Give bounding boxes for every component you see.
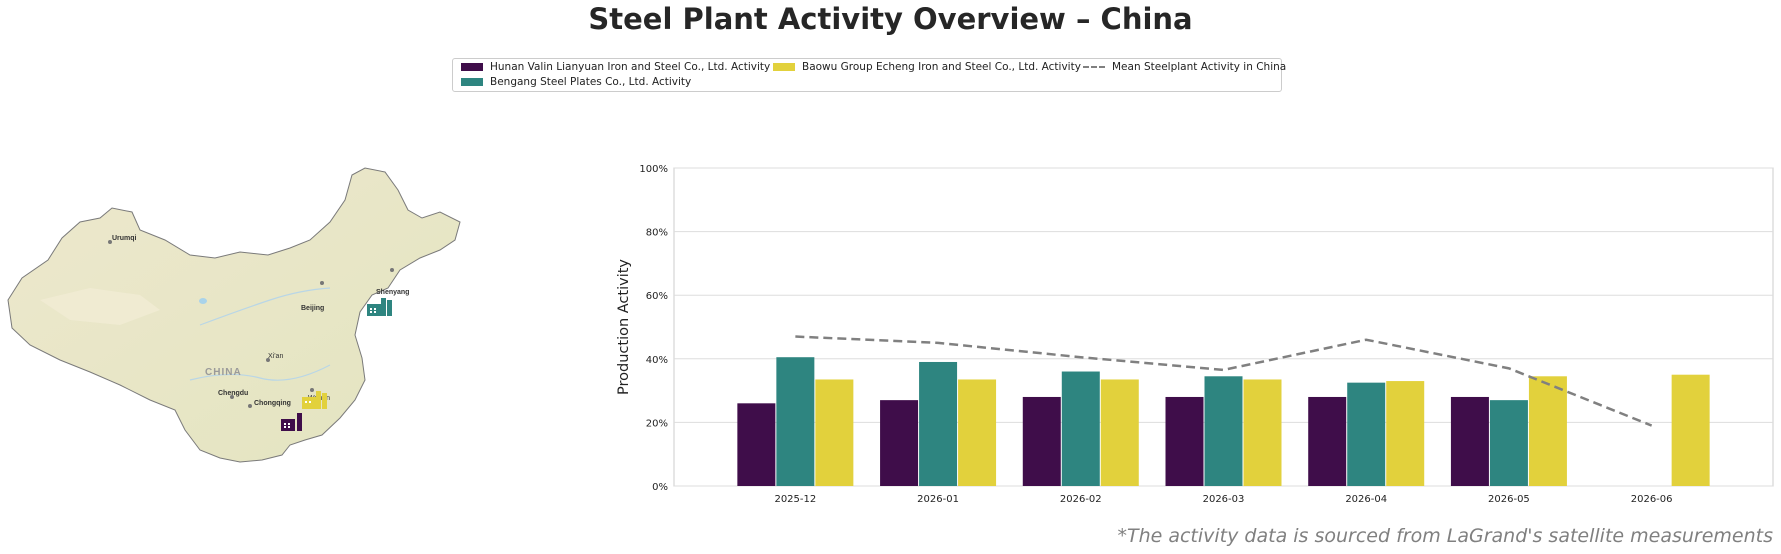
x-tick-label: 2026-04 [1345, 494, 1387, 505]
bar [1450, 396, 1489, 486]
bar [1100, 379, 1139, 486]
city-dot-chengdu [230, 395, 234, 399]
y-tick-label: 80% [646, 228, 668, 239]
legend-swatch-hunan-valin [461, 63, 483, 71]
legend-label-bengang: Bengang Steel Plates Co., Ltd. Activity [490, 76, 692, 88]
bar [1308, 396, 1347, 486]
y-tick-label: 20% [646, 418, 668, 429]
river-yangtze [189, 364, 331, 381]
tarim-basin [40, 288, 160, 325]
legend-swatch-bengang [461, 78, 483, 86]
bar [958, 379, 997, 486]
city-dot-urumqi [108, 240, 112, 244]
activity-bar-chart: 0% 20% 40% 60% 80% 100% 2025-12 2026-01 2026-02 2… [616, 164, 1774, 505]
bar [776, 357, 815, 486]
grid-layer [674, 167, 1773, 487]
bar [1386, 381, 1425, 486]
city-dot-wuhan [310, 388, 314, 392]
y-axis-label: Production Activity [616, 259, 632, 395]
china-map: Urumqi Beijing Shenyang Xi'an Chengdu Ch… [7, 167, 461, 463]
x-tick-label: 2026-06 [1631, 494, 1673, 505]
x-tick-label: 2026-05 [1488, 494, 1530, 505]
y-tick-label: 0% [652, 482, 668, 493]
legend-swatch-baowu-echeng [773, 63, 795, 71]
city-label-shenyang: Shenyang [376, 289, 409, 296]
x-tick-label: 2025-12 [774, 494, 816, 505]
city-dot-beijing [320, 281, 324, 285]
y-tick-label: 100% [639, 164, 668, 175]
legend: Hunan Valin Lianyuan Iron and Steel Co.,… [452, 58, 1286, 92]
bar [1061, 371, 1100, 486]
bar [1204, 376, 1243, 486]
legend-label-baowu-echeng: Baowu Group Echeng Iron and Steel Co., L… [802, 61, 1081, 73]
y-tick-label: 40% [646, 355, 668, 366]
bar [880, 400, 919, 486]
bar [1347, 382, 1386, 486]
label-layer: 0% 20% 40% 60% 80% 100% 2025-12 2026-01 2026-02 2… [639, 164, 1672, 505]
bar [919, 361, 958, 486]
bar [1671, 374, 1710, 486]
bar [815, 379, 854, 486]
factory-icon [281, 413, 302, 431]
city-label-beijing: Beijing [301, 305, 324, 312]
y-tick-label: 60% [646, 291, 668, 302]
x-tick-label: 2026-03 [1203, 494, 1245, 505]
city-dot-xian [266, 358, 270, 362]
factory-icon [367, 298, 392, 316]
bar [1528, 376, 1567, 486]
bar [1243, 379, 1282, 486]
factory-icon [302, 391, 327, 409]
legend-dash-mean [1083, 66, 1105, 68]
china-outline [7, 167, 461, 463]
bar [1165, 396, 1204, 486]
legend-label-mean: Mean Steelplant Activity in China [1112, 61, 1287, 73]
legend-item-baowu-echeng: Baowu Group Echeng Iron and Steel Co., L… [773, 61, 1081, 73]
city-label-xian: Xi'an [268, 353, 283, 360]
city-label-urumqi: Urumqi [112, 235, 137, 242]
country-label: CHINA [205, 367, 242, 378]
mean-activity-line [795, 335, 1653, 427]
bar [1489, 400, 1528, 486]
legend-item-hunan-valin: Hunan Valin Lianyuan Iron and Steel Co.,… [461, 61, 770, 73]
city-dot-chongqing [248, 404, 252, 408]
bar-layer [737, 357, 1710, 486]
legend-item-bengang: Bengang Steel Plates Co., Ltd. Activity [461, 76, 691, 88]
x-tick-label: 2026-02 [1060, 494, 1102, 505]
city-label-chengdu: Chengdu [218, 390, 248, 397]
legend-item-mean: Mean Steelplant Activity in China [1083, 61, 1286, 73]
bar [1022, 396, 1061, 486]
chart-title: Steel Plant Activity Overview – China [588, 2, 1193, 36]
bar [737, 403, 776, 486]
river-yellow [199, 287, 331, 326]
lake-qinghai [199, 298, 207, 304]
legend-label-hunan-valin: Hunan Valin Lianyuan Iron and Steel Co.,… [490, 61, 771, 73]
x-tick-label: 2026-01 [917, 494, 959, 505]
mean-layer [795, 335, 1653, 427]
footnote: *The activity data is sourced from LaGra… [1117, 525, 1773, 547]
city-label-chongqing: Chongqing [254, 400, 291, 407]
city-dot-shenyang [390, 268, 394, 272]
